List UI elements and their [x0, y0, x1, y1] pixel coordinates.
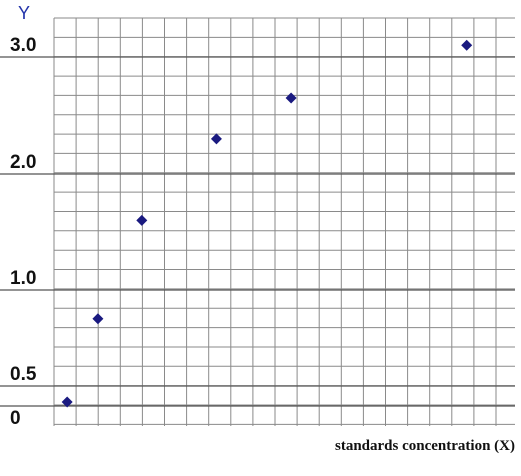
data-point — [285, 92, 297, 104]
y-tick-label: 1.0 — [10, 268, 36, 289]
y-tick-labels: 0 0.5 1.0 2.0 3.0 — [10, 35, 37, 429]
y-tick-label: 3.0 — [10, 35, 36, 56]
data-point — [61, 396, 73, 408]
data-point — [136, 214, 148, 226]
y-tick-label: 2.0 — [10, 152, 36, 173]
data-point — [461, 39, 473, 51]
data-point — [92, 313, 104, 325]
y-tick-label: 0.5 — [10, 364, 37, 385]
data-points — [61, 39, 473, 408]
data-point — [210, 133, 222, 145]
x-axis-label: standards concentration (X) — [335, 438, 515, 454]
y-tick-label: 0 — [10, 408, 21, 429]
y-axis-label: Y — [18, 3, 30, 23]
grid — [0, 17, 515, 426]
